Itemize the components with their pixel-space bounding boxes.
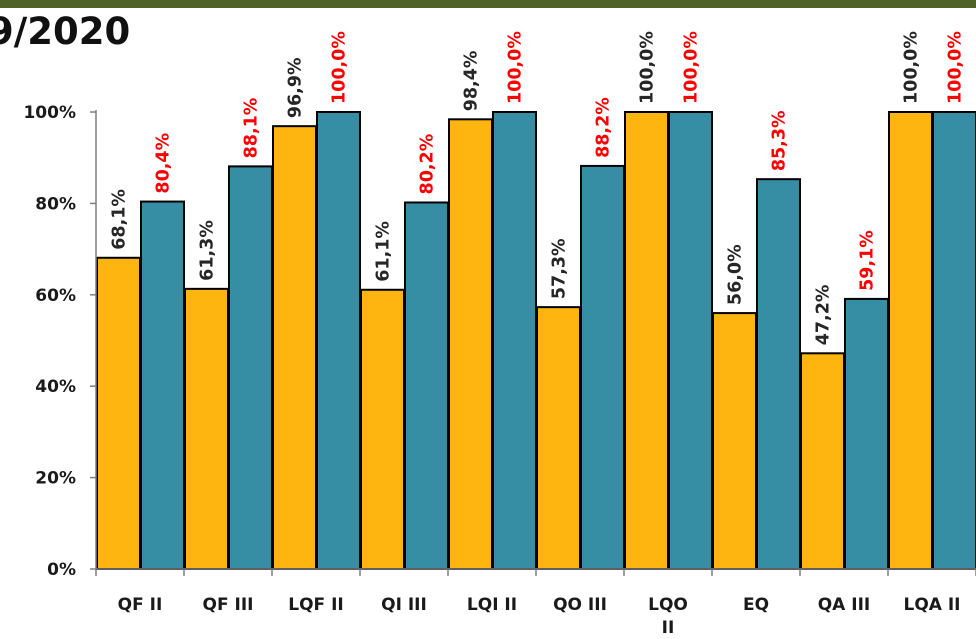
data-label: 88,1% xyxy=(242,98,262,159)
data-label: 100,0% xyxy=(682,31,702,104)
data-label: 80,4% xyxy=(154,133,174,194)
bar-a-qa-iii xyxy=(800,352,845,570)
bar-b-lqo-ii xyxy=(668,111,713,570)
x-tick-label: QF II xyxy=(118,595,163,615)
data-label: 88,2% xyxy=(594,97,614,158)
bars-layer xyxy=(96,111,976,571)
y-tick-label: 80% xyxy=(35,194,76,214)
data-label: 100,0% xyxy=(330,31,350,104)
x-tick-label: QF III xyxy=(203,595,254,615)
bar-a-lqa-ii xyxy=(888,111,933,570)
data-label: 47,2% xyxy=(814,285,834,346)
data-label: 100,0% xyxy=(902,31,922,104)
data-label: 61,3% xyxy=(198,220,218,281)
y-tick-label: 0% xyxy=(47,560,76,580)
bar-a-qf-iii xyxy=(184,287,229,570)
bar-b-qf-ii xyxy=(140,200,185,571)
bar-b-qo-iii xyxy=(580,164,625,570)
x-tick-label: LQA II xyxy=(903,595,960,615)
bar-b-eq xyxy=(756,178,801,571)
data-label: 100,0% xyxy=(946,31,966,104)
y-tick-label: 40% xyxy=(35,377,76,397)
x-tick-label: EQ xyxy=(743,595,769,615)
data-label: 98,4% xyxy=(462,51,482,112)
bar-a-qi-iii xyxy=(360,288,405,570)
x-tick-label: QA III xyxy=(818,595,871,615)
bar-a-lqf-ii xyxy=(272,125,317,571)
x-tick-label: LQF II xyxy=(288,595,343,615)
top-accent-bar xyxy=(0,0,976,8)
data-label: 100,0% xyxy=(506,31,526,104)
x-tick-label: QO III xyxy=(553,595,607,615)
bar-b-lqa-ii xyxy=(932,111,976,570)
data-label: 100,0% xyxy=(638,31,658,104)
data-label: 68,1% xyxy=(110,189,130,250)
bar-a-qf-ii xyxy=(96,256,141,570)
x-tick-label: LQO II xyxy=(648,595,688,638)
bar-b-lqi-ii xyxy=(492,111,537,570)
bar-a-lqo-ii xyxy=(624,111,669,570)
bar-b-lqf-ii xyxy=(316,111,361,570)
data-label: 59,1% xyxy=(858,230,878,291)
y-tick-label: 20% xyxy=(35,469,76,489)
data-label: 80,2% xyxy=(418,134,438,195)
x-tick-label: LQI II xyxy=(467,595,517,615)
x-tick-label: QI III xyxy=(381,595,427,615)
data-label: 57,3% xyxy=(550,238,570,299)
data-labels-layer: 68,1% 80,4% 61,3% 88,1% 96,9% 100,0% 61,1% 80,2… xyxy=(110,31,966,345)
bar-a-qo-iii xyxy=(536,306,581,570)
data-label: 56,0% xyxy=(726,244,746,305)
axes-layer: QF II QF III LQF II QI III LQI II QO III LQO II… xyxy=(23,103,976,638)
data-label: 61,1% xyxy=(374,221,394,282)
y-tick-label: 60% xyxy=(35,286,76,306)
bar-b-qa-iii xyxy=(844,297,889,570)
data-label: 96,9% xyxy=(286,57,306,118)
data-label: 85,3% xyxy=(770,110,790,171)
bar-a-eq xyxy=(712,312,757,570)
bar-a-lqi-ii xyxy=(448,118,493,570)
bar-b-qi-iii xyxy=(404,201,449,570)
y-tick-label: 100% xyxy=(23,103,76,123)
bar-b-qf-iii xyxy=(228,165,273,570)
page-title: 9/2020 xyxy=(0,10,131,53)
